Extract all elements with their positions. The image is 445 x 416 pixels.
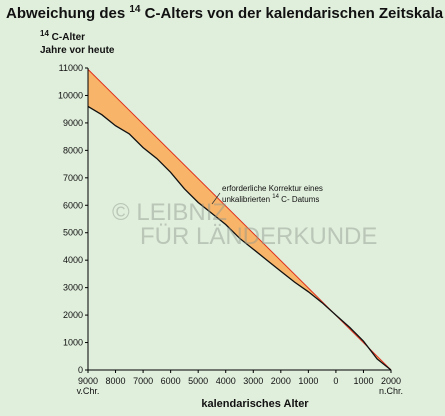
x-era-label: v.Chr. [77,386,100,396]
y-tick-label: 6000 [63,200,83,210]
watermark: FÜR LÄNDERKUNDE [140,223,377,250]
y-axis-label: 14 C-Alter [40,29,85,43]
x-tick-label: 2000 [271,376,291,386]
annotation-text: unkalibrierten [222,195,272,204]
annotation-text: C- Datums [279,195,319,204]
y-tick-label: 10000 [58,90,83,100]
y-axis-label: Jahre vor heute [40,45,115,56]
x-tick-label: 1000 [353,376,373,386]
title-sup: 14 [129,4,141,15]
x-tick-label: 9000 [78,376,98,386]
x-tick-label: 8000 [106,376,126,386]
x-tick-label: 4000 [216,376,236,386]
chart-title: Abweichung des 14 C-Alters von der kalen… [6,4,444,22]
x-tick-label: 5000 [188,376,208,386]
x-tick-label: 6000 [161,376,181,386]
y-tick-label: 1000 [63,338,83,348]
x-tick-label: 2000 [381,376,401,386]
x-tick-label: 1000 [298,376,318,386]
y-tick-label: 0 [78,365,83,375]
x-era-label: n.Chr. [379,386,403,396]
y-tick-label: 3000 [63,283,83,293]
annotation-sup: 14 [272,194,279,200]
x-tick-label: 0 [333,376,338,386]
annotation: unkalibrierten 14 C- Datums [222,194,319,204]
y-tick-label: 4000 [63,255,83,265]
y-tick-label: 11000 [59,63,83,73]
annotation: erforderliche Korrektur eines [222,184,323,193]
title-text: C-Alters von der kalendarischen Zeitskal… [140,5,443,22]
y-label-text: C-Alter [49,32,85,43]
watermark: © LEIBNIZ [112,199,227,226]
title-text: Abweichung des [6,5,129,22]
y-tick-label: 7000 [63,173,83,183]
y-tick-label: 8000 [63,145,83,155]
annotation-leader [211,192,221,205]
x-tick-label: 7000 [133,376,153,386]
y-label-sup: 14 [40,29,49,38]
y-tick-label: 5000 [63,228,83,238]
series-line [87,105,392,371]
x-axis-label: kalendarisches Alter [201,398,309,410]
x-tick-label: 3000 [243,376,263,386]
plot-area [85,67,392,373]
y-tick-label: 9000 [63,118,83,128]
y-tick-label: 2000 [63,310,83,320]
